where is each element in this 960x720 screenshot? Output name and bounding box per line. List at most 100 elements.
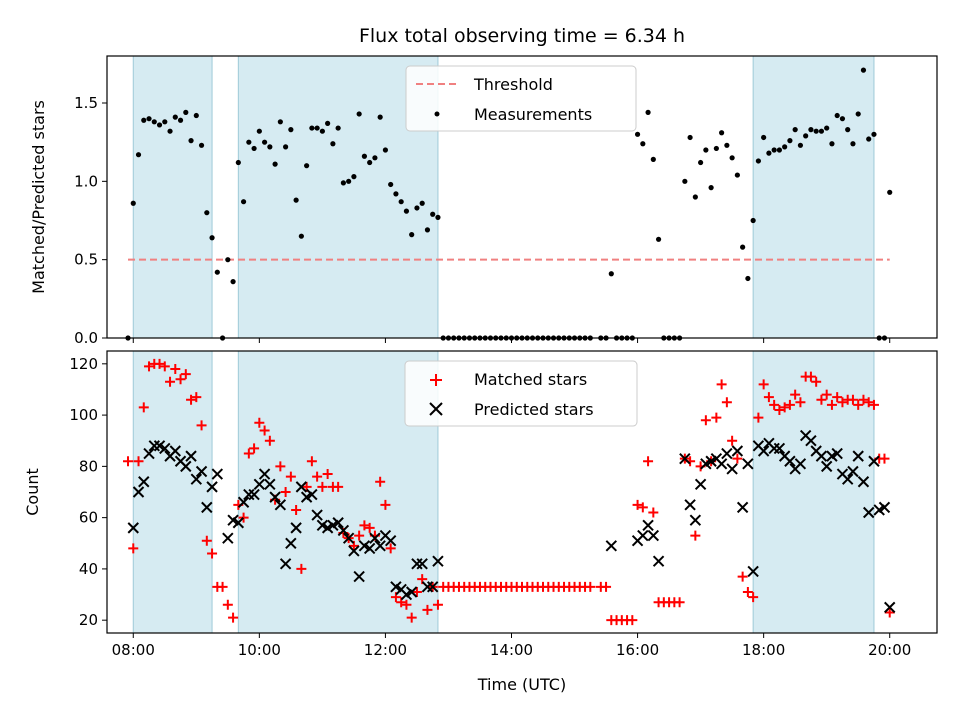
predicted-star-point [878, 501, 891, 514]
matched-star-point [816, 394, 827, 405]
predicted-star-point [731, 445, 744, 457]
y-tick-label: 100 [69, 406, 98, 424]
measurement-point [361, 153, 368, 159]
measurement-point [750, 217, 756, 224]
measurement-point [745, 275, 751, 282]
predicted-star-point [374, 540, 386, 552]
measurement-point [766, 150, 772, 156]
predicted-star-point [684, 499, 696, 511]
x-tick-label: 12:00 [364, 641, 407, 659]
measurement-point [734, 172, 740, 178]
measurement-point [692, 194, 698, 200]
predicted-star-point [831, 447, 843, 460]
measurement-point [740, 244, 746, 250]
bottom-y-axis-label: Count [23, 468, 42, 516]
y-tick-label: 20 [79, 611, 98, 629]
top-legend: Threshold Measurements [405, 65, 637, 132]
y-tick-label: 0.5 [74, 251, 98, 269]
matched-star-point [795, 397, 806, 408]
measurement-point [771, 147, 777, 153]
measurement-point [304, 163, 310, 169]
matched-star-point [275, 461, 286, 472]
predicted-star-point [852, 450, 864, 462]
matched-star-point [243, 448, 254, 459]
matched-star-point [432, 599, 443, 610]
matched-star-point [763, 392, 774, 403]
matched-star-point [742, 586, 753, 597]
matched-star-point [805, 371, 816, 382]
matched-star-point [186, 394, 197, 405]
measurement-point [162, 119, 168, 125]
matched-star-point [380, 499, 391, 510]
measurement-point [792, 127, 798, 133]
predicted-star-point [847, 465, 859, 478]
matched-star-point [585, 581, 596, 592]
predicted-star-point [426, 581, 439, 593]
measurement-point [414, 205, 420, 211]
top-legend-box [405, 65, 637, 132]
measurement-point [314, 125, 320, 131]
matched-star-point [364, 522, 375, 533]
predicted-star-point [201, 501, 213, 514]
predicted-star-point [232, 517, 245, 529]
measurement-point [839, 116, 846, 122]
measurement-point [283, 144, 289, 150]
measurement-point [377, 114, 383, 120]
measurement-point [256, 128, 262, 134]
matched-star-point [821, 389, 832, 400]
predicted-star-point [416, 558, 428, 570]
measurement-point [340, 180, 346, 186]
predicted-star-point [274, 499, 287, 511]
matched-star-point [249, 443, 260, 454]
measurement-point [372, 155, 378, 161]
predicted-star-point [169, 445, 181, 457]
matched-star-point [354, 530, 365, 541]
measurements-series [125, 67, 893, 341]
predicted-star-point [726, 463, 738, 475]
measurement-point [850, 141, 856, 147]
measurement-point [655, 236, 662, 242]
matched-star-point [732, 453, 743, 464]
measurement-point [382, 147, 389, 153]
measurement-point [808, 127, 814, 133]
measurement-point [346, 178, 352, 184]
matched-star-point [774, 404, 785, 415]
matched-star-point [700, 415, 711, 426]
predicted-star-point [652, 555, 665, 567]
predicted-star-point [805, 435, 817, 447]
measurement-point [729, 155, 735, 161]
measurement-point [713, 145, 719, 152]
top-x-ticks [132, 338, 891, 343]
predicted-star-point [384, 535, 397, 547]
predicted-star-point [820, 460, 833, 473]
top-plot-frame [106, 55, 938, 339]
predicted-star-point [132, 486, 145, 498]
measurement-point [409, 232, 415, 238]
measurement-point [141, 117, 147, 123]
legend-threshold-label: Threshold [473, 75, 553, 94]
y-tick-label: 0.0 [74, 329, 98, 347]
legend-measurements-label: Measurements [474, 105, 592, 124]
matched-star-point [375, 476, 386, 487]
measurement-point [818, 128, 825, 134]
measurement-point [298, 233, 304, 239]
predicted-star-point [253, 478, 266, 491]
predicted-star-point [363, 542, 376, 555]
matched-star-point [333, 481, 344, 492]
bottom-y-ticks: 20 40 60 80 100 120 [69, 355, 107, 629]
matched-star-point [138, 402, 149, 413]
top-y-ticks: 0.0 0.5 1.0 1.5 [74, 94, 107, 347]
matched-star-point [690, 530, 701, 541]
measurement-point [267, 144, 273, 150]
measurement-point [829, 141, 835, 147]
measurement-point [167, 128, 173, 134]
matched-star-point [601, 581, 612, 592]
predicted-star-point [679, 452, 691, 465]
y-tick-label: 1.0 [74, 172, 98, 190]
matched-star-point [863, 397, 874, 408]
matched-star-point [711, 412, 722, 423]
top-y-axis-label: Matched/Predicted stars [29, 100, 48, 294]
matched-star-point [832, 392, 843, 403]
measurement-point [214, 269, 220, 275]
